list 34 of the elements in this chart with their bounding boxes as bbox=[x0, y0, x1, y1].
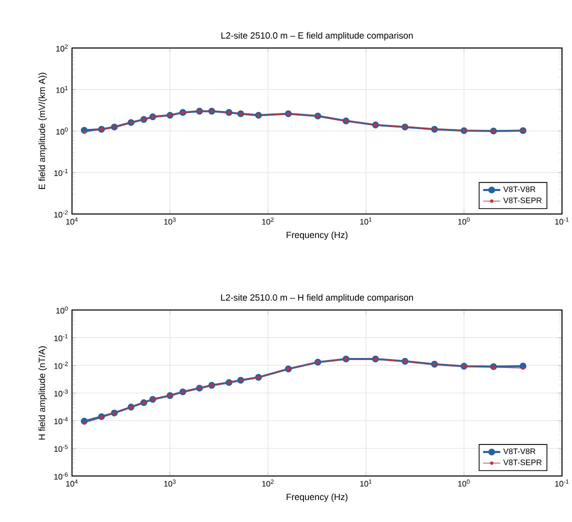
y-tick-label: 10$^{-4}$ bbox=[54, 417, 68, 424]
legend-label: V8T-SEPR bbox=[503, 198, 542, 204]
chart-title: L2-site 2510.0 m – H field amplitude comparison bbox=[221, 294, 413, 302]
x-tick-label: 10$^{3}$ bbox=[164, 480, 176, 487]
x-tick-label: 10$^{-1}$ bbox=[555, 218, 569, 225]
y-tick-label: 10$^{-2}$ bbox=[54, 210, 68, 218]
y-tick-label: 10$^{2}$ bbox=[56, 44, 68, 52]
x-tick-label: 10$^{0}$ bbox=[458, 218, 470, 225]
y-tick-label: 10$^{-6}$ bbox=[54, 472, 68, 480]
x-axis-title: Frequency (Hz) bbox=[286, 231, 348, 240]
legend-label: V8T-SEPR bbox=[503, 460, 542, 466]
x-tick-label: 10$^{4}$ bbox=[66, 480, 78, 487]
x-tick-label: 10$^{1}$ bbox=[360, 218, 372, 225]
y-tick-label: 10$^{-1}$ bbox=[54, 334, 68, 342]
y-tick-label: 10$^{-1}$ bbox=[54, 168, 68, 176]
y-tick-label: 10$^{-2}$ bbox=[54, 362, 68, 369]
x-axis-title: Frequency (Hz) bbox=[286, 493, 348, 502]
x-tick-label: 10$^{4}$ bbox=[66, 218, 78, 225]
x-tick-label: 10$^{2}$ bbox=[262, 480, 274, 487]
y-tick-label: 10$^{-3}$ bbox=[54, 389, 68, 397]
legend-label: V8T-V8R bbox=[503, 186, 536, 192]
y-axis-title: H field amplitude (nT/A) bbox=[38, 346, 47, 440]
y-axis-title: E field amplitude (mV/(km A)) bbox=[38, 72, 47, 190]
y-tick-label: 10$^{0}$ bbox=[56, 306, 68, 314]
x-tick-label: 10$^{3}$ bbox=[164, 218, 176, 225]
y-tick-label: 10$^{0}$ bbox=[56, 127, 68, 135]
legend-label: V8T-V8R bbox=[503, 448, 536, 454]
x-tick-label: 10$^{0}$ bbox=[458, 480, 470, 487]
x-tick-label: 10$^{2}$ bbox=[262, 218, 274, 225]
x-tick-label: 10$^{1}$ bbox=[360, 480, 372, 487]
x-tick-label: 10$^{-1}$ bbox=[555, 480, 569, 487]
y-tick-label: 10$^{1}$ bbox=[56, 86, 68, 94]
y-tick-label: 10$^{-5}$ bbox=[54, 444, 68, 452]
chart-title: L2-site 2510.0 m – E field amplitude comparison bbox=[221, 32, 413, 40]
